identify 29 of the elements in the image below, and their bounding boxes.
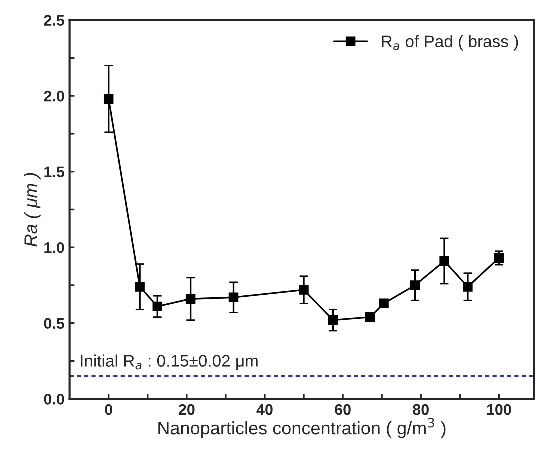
x-tick-label: 20 (178, 404, 195, 416)
x-axis-title: Nanoparticles concentration ( g/m$^{3}$ ) (158, 418, 446, 438)
point (228, 292, 239, 302)
point (152, 302, 162, 312)
point (135, 282, 145, 292)
y-tick-label: 1.5 (44, 166, 65, 178)
y-tick-label: 2.5 (44, 15, 65, 26)
y-tick-label: 2.0 (44, 90, 64, 102)
y-tick-label: 0.0 (44, 394, 64, 405)
y-axis-title: Ra ( μm ) (24, 173, 41, 247)
point (379, 298, 389, 309)
point (463, 282, 473, 292)
x-tick-label: 80 (413, 404, 429, 416)
point (410, 280, 420, 290)
y-tick-label: 1.0 (44, 242, 64, 254)
point (494, 253, 504, 264)
point (328, 315, 338, 326)
point (186, 294, 196, 304)
y-tick-label: 0.5 (44, 318, 65, 330)
point (104, 94, 114, 104)
x-tick-label: 100 (487, 404, 512, 416)
x-tick-label: 40 (256, 404, 273, 416)
point (299, 285, 309, 295)
ref-line-label: Initial R$_{a}$ : 0.15±0.02 μm (81, 354, 258, 370)
point (440, 256, 450, 266)
x-tick-label: 0 (105, 404, 112, 416)
legend-label: R$_{a}$ of Pad ( brass ) (382, 35, 518, 51)
x-tick-label: 60 (335, 404, 351, 416)
point (366, 312, 376, 322)
